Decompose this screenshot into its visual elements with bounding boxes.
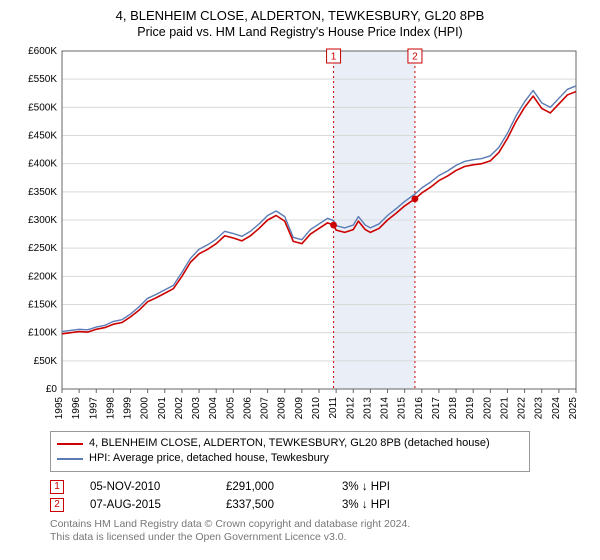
svg-text:1996: 1996 [71,397,82,420]
svg-text:2013: 2013 [362,397,373,420]
svg-text:1: 1 [331,52,337,63]
svg-text:2012: 2012 [345,397,356,420]
row-date: 05-NOV-2010 [90,481,200,493]
svg-text:1999: 1999 [123,397,134,420]
svg-text:1995: 1995 [54,397,65,420]
svg-text:2023: 2023 [534,397,545,420]
svg-text:£500K: £500K [28,102,57,113]
svg-text:2007: 2007 [260,397,271,420]
svg-text:£200K: £200K [28,271,57,282]
svg-text:1997: 1997 [88,397,99,420]
chart-title: 4, BLENHEIM CLOSE, ALDERTON, TEWKESBURY,… [10,8,590,23]
svg-text:2004: 2004 [208,397,219,420]
row-delta: 3% ↓ HPI [342,499,390,511]
legend-row-2: HPI: Average price, detached house, Tewk… [57,451,523,466]
row-price: £337,500 [226,499,316,511]
row-marker-1: 1 [50,480,64,494]
chart-subtitle: Price paid vs. HM Land Registry's House … [10,25,590,39]
row-delta: 3% ↓ HPI [342,481,390,493]
transaction-table: 1 05-NOV-2010 £291,000 3% ↓ HPI 2 07-AUG… [50,480,590,512]
svg-text:2017: 2017 [431,397,442,420]
footer-line-2: This data is licensed under the Open Gov… [50,531,590,545]
legend-swatch-1 [57,443,83,445]
svg-text:£50K: £50K [34,356,58,367]
legend-label-1: 4, BLENHEIM CLOSE, ALDERTON, TEWKESBURY,… [89,436,490,451]
svg-text:£550K: £550K [28,74,57,85]
svg-text:2016: 2016 [414,397,425,420]
svg-text:2020: 2020 [482,397,493,420]
svg-text:£400K: £400K [28,159,57,170]
svg-text:2008: 2008 [277,397,288,420]
svg-text:£150K: £150K [28,300,57,311]
row-date: 07-AUG-2015 [90,499,200,511]
table-row: 1 05-NOV-2010 £291,000 3% ↓ HPI [50,480,590,494]
svg-text:£300K: £300K [28,215,57,226]
svg-text:2024: 2024 [551,397,562,420]
row-price: £291,000 [226,481,316,493]
legend-row-1: 4, BLENHEIM CLOSE, ALDERTON, TEWKESBURY,… [57,436,523,451]
svg-text:£250K: £250K [28,243,57,254]
svg-text:£0: £0 [46,384,58,395]
line-chart: £0 £50K £100K £150K £200K £250K £300K £350K £400… [16,45,586,425]
svg-text:2019: 2019 [465,397,476,420]
legend: 4, BLENHEIM CLOSE, ALDERTON, TEWKESBURY,… [50,431,530,472]
svg-text:2003: 2003 [191,397,202,420]
svg-text:2022: 2022 [517,397,528,420]
footer: Contains HM Land Registry data © Crown c… [50,518,590,545]
svg-text:2014: 2014 [380,397,391,420]
svg-text:£350K: £350K [28,187,57,198]
chart-area: £0 £50K £100K £150K £200K £250K £300K £350K £400… [16,45,586,425]
row-marker-2: 2 [50,498,64,512]
svg-text:2001: 2001 [157,397,168,420]
legend-label-2: HPI: Average price, detached house, Tewk… [89,451,329,466]
svg-text:2009: 2009 [294,397,305,420]
svg-text:2011: 2011 [328,397,339,419]
legend-swatch-2 [57,458,83,460]
chart-container: 4, BLENHEIM CLOSE, ALDERTON, TEWKESBURY,… [0,0,600,560]
svg-text:2005: 2005 [225,397,236,420]
svg-text:2025: 2025 [568,397,579,420]
svg-text:£450K: £450K [28,131,57,142]
table-row: 2 07-AUG-2015 £337,500 3% ↓ HPI [50,498,590,512]
svg-text:£600K: £600K [28,46,57,57]
svg-text:1998: 1998 [105,397,116,420]
svg-text:2010: 2010 [311,397,322,420]
svg-text:2021: 2021 [499,397,510,420]
svg-text:2006: 2006 [242,397,253,420]
svg-text:£100K: £100K [28,328,57,339]
svg-text:2018: 2018 [448,397,459,420]
svg-text:2000: 2000 [140,397,151,420]
svg-text:2: 2 [412,52,418,63]
svg-text:2002: 2002 [174,397,185,420]
footer-line-1: Contains HM Land Registry data © Crown c… [50,518,590,532]
svg-text:2015: 2015 [397,397,408,420]
